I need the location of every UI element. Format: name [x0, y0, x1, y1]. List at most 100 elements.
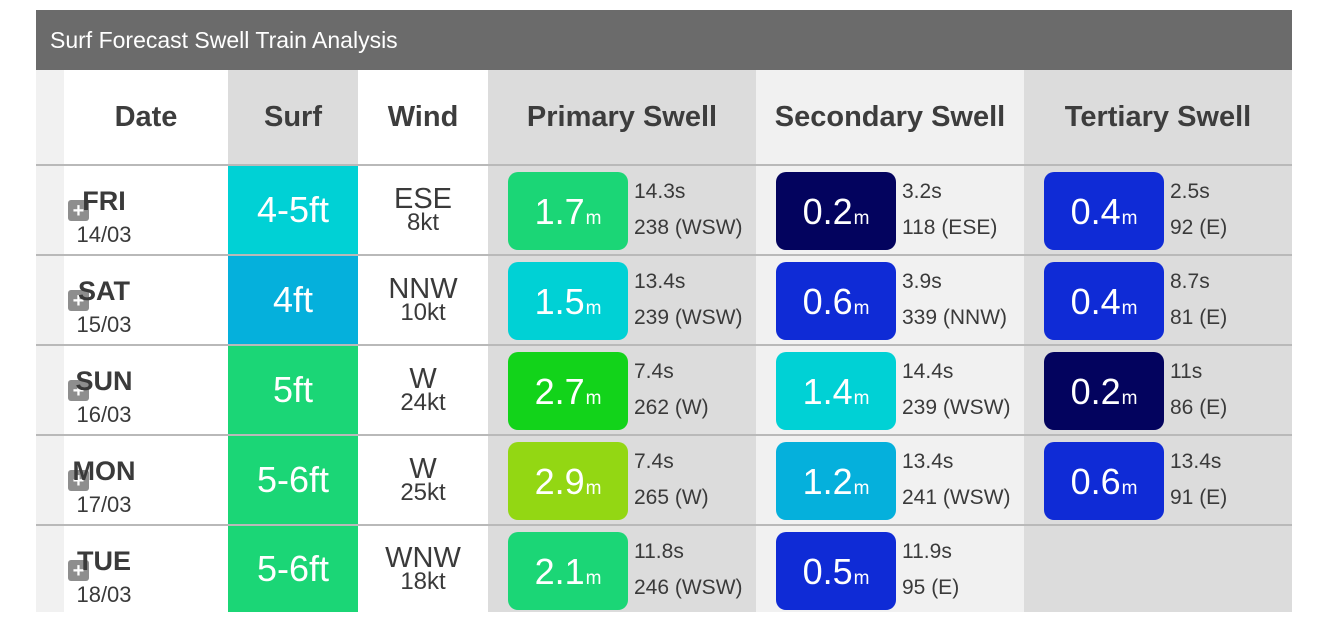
header-wind: Wind [387, 100, 459, 133]
swell-direction: 118 (ESE) [902, 216, 998, 239]
primary-swell-cell: 1.5 m 13.4s 239 (WSW) [488, 256, 756, 344]
table-row: + SAT 15/03 4ft NNW 10kt 1.5 m 13.4s 239 (WSW) 0.6… [36, 254, 1292, 344]
date-cell: + MON 17/03 [64, 436, 228, 524]
secondary-swell-cell: 1.4 m 14.4s 239 (WSW) [756, 346, 1024, 434]
expand-row-button[interactable]: + [68, 470, 89, 491]
date-cell: + TUE 18/03 [64, 526, 228, 612]
date-cell: + SAT 15/03 [64, 256, 228, 344]
swell-height: 1.7 [534, 191, 585, 232]
secondary-swell-height-box: 1.2 m [776, 442, 896, 520]
swell-height: 1.2 [802, 461, 853, 502]
header-strip [36, 70, 64, 164]
title-text: Surf Forecast Swell Train Analysis [50, 26, 398, 53]
swell-unit: m [585, 208, 602, 229]
swell-period: 3.2s [902, 180, 942, 203]
swell-period: 11.9s [902, 540, 952, 563]
swell-unit: m [1121, 208, 1138, 229]
swell-unit: m [585, 298, 602, 319]
day-name: SUN [75, 366, 133, 396]
wind-speed: 10kt [400, 299, 446, 327]
primary-swell-height-box: 2.9 m [508, 442, 628, 520]
primary-swell-height-box: 1.5 m [508, 262, 628, 340]
day-date: 17/03 [76, 492, 132, 517]
date-cell: + FRI 14/03 [64, 166, 228, 254]
swell-unit: m [585, 388, 602, 409]
primary-swell-cell: 1.7 m 14.3s 238 (WSW) [488, 166, 756, 254]
header-secondary-swell: Secondary Swell [756, 70, 1024, 164]
tertiary-swell-height-box: 0.2 m [1044, 352, 1164, 430]
swell-height: 0.2 [1070, 371, 1121, 412]
swell-period: 11s [1170, 360, 1203, 383]
tertiary-swell-cell: 0.4 m 2.5s 92 (E) [1024, 166, 1292, 254]
expand-row-button[interactable]: + [68, 200, 89, 221]
secondary-swell-cell: 0.2 m 3.2s 118 (ESE) [756, 166, 1024, 254]
wind-direction: W [409, 452, 437, 485]
day-date: 16/03 [76, 402, 132, 427]
wind-cell: NNW 10kt [358, 256, 488, 344]
row-strip [36, 256, 64, 344]
swell-period: 13.4s [902, 450, 954, 473]
secondary-swell-cell: 0.6 m 3.9s 339 (NNW) [756, 256, 1024, 344]
swell-direction: 92 (E) [1170, 216, 1228, 239]
secondary-swell-cell: 0.5 m 11.9s 95 (E) [756, 526, 1024, 612]
expand-row-button[interactable]: + [68, 290, 89, 311]
row-strip [36, 436, 64, 524]
swell-direction: 239 (WSW) [902, 396, 1011, 419]
swell-direction: 95 (E) [902, 576, 960, 599]
swell-unit: m [585, 478, 602, 499]
row-strip [36, 346, 64, 434]
wind-speed: 25kt [400, 479, 446, 507]
swell-period: 8.7s [1170, 270, 1210, 293]
swell-period: 3.9s [902, 270, 942, 293]
tertiary-swell-height-box: 0.4 m [1044, 172, 1164, 250]
wind-cell: W 24kt [358, 346, 488, 434]
primary-swell-height-box: 2.7 m [508, 352, 628, 430]
surf-height: 4-5ft [228, 166, 358, 254]
wind-cell: W 25kt [358, 436, 488, 524]
table-title: Surf Forecast Swell Train Analysis [36, 10, 1292, 70]
swell-height: 1.5 [534, 281, 585, 322]
swell-height: 0.2 [802, 191, 853, 232]
day-name: TUE [77, 546, 131, 576]
primary-swell-cell: 2.9 m 7.4s 265 (W) [488, 436, 756, 524]
wind-speed: 24kt [400, 389, 446, 417]
swell-period: 13.4s [634, 270, 686, 293]
swell-period: 11.8s [634, 540, 684, 563]
wind-direction: NNW [388, 272, 458, 305]
wind-cell: WNW 18kt [358, 526, 488, 612]
swell-direction: 91 (E) [1170, 486, 1228, 509]
table-row: + SUN 16/03 5ft W 24kt 2.7 m 7.4s 262 (W) 1.4 m 14.4… [36, 344, 1292, 434]
table-row: + TUE 18/03 5-6ft WNW 18kt 2.1 m 11.8s 246 (WSW) 0… [36, 524, 1292, 612]
swell-direction: 265 (W) [634, 486, 709, 509]
day-name: SAT [78, 276, 130, 306]
header-tertiary-swell: Tertiary Swell [1024, 70, 1292, 164]
swell-height: 2.7 [534, 371, 585, 412]
day-date: 18/03 [76, 582, 132, 607]
swell-direction: 86 (E) [1170, 396, 1228, 419]
secondary-swell-height-box: 1.4 m [776, 352, 896, 430]
swell-period: 7.4s [634, 450, 674, 473]
expand-row-button[interactable]: + [68, 380, 89, 401]
table-body: + FRI 14/03 4-5ft ESE 8kt 1.7 m 14.3s 238 (WSW) 0.… [36, 164, 1292, 612]
swell-direction: 239 (WSW) [634, 306, 743, 329]
swell-height: 0.6 [1070, 461, 1121, 502]
swell-height: 2.9 [534, 461, 585, 502]
wind-speed: 18kt [400, 568, 446, 596]
secondary-swell-height-box: 0.5 m [776, 532, 896, 610]
day-name: MON [72, 456, 136, 486]
wind-speed: 8kt [406, 209, 439, 237]
secondary-swell-height-box: 0.2 m [776, 172, 896, 250]
header-primary-swell: Primary Swell [488, 70, 756, 164]
swell-period: 7.4s [634, 360, 674, 383]
swell-height: 0.4 [1070, 191, 1121, 232]
expand-row-button[interactable]: + [68, 560, 89, 581]
tertiary-swell-cell [1024, 526, 1292, 612]
swell-unit: m [1121, 478, 1138, 499]
tertiary-swell-height-box: 0.6 m [1044, 442, 1164, 520]
primary-swell-height-box: 2.1 m [508, 532, 628, 610]
swell-unit: m [853, 478, 870, 499]
swell-height: 0.4 [1070, 281, 1121, 322]
swell-direction: 339 (NNW) [902, 306, 1008, 329]
swell-height: 1.4 [802, 371, 853, 412]
primary-swell-cell: 2.1 m 11.8s 246 (WSW) [488, 526, 756, 612]
